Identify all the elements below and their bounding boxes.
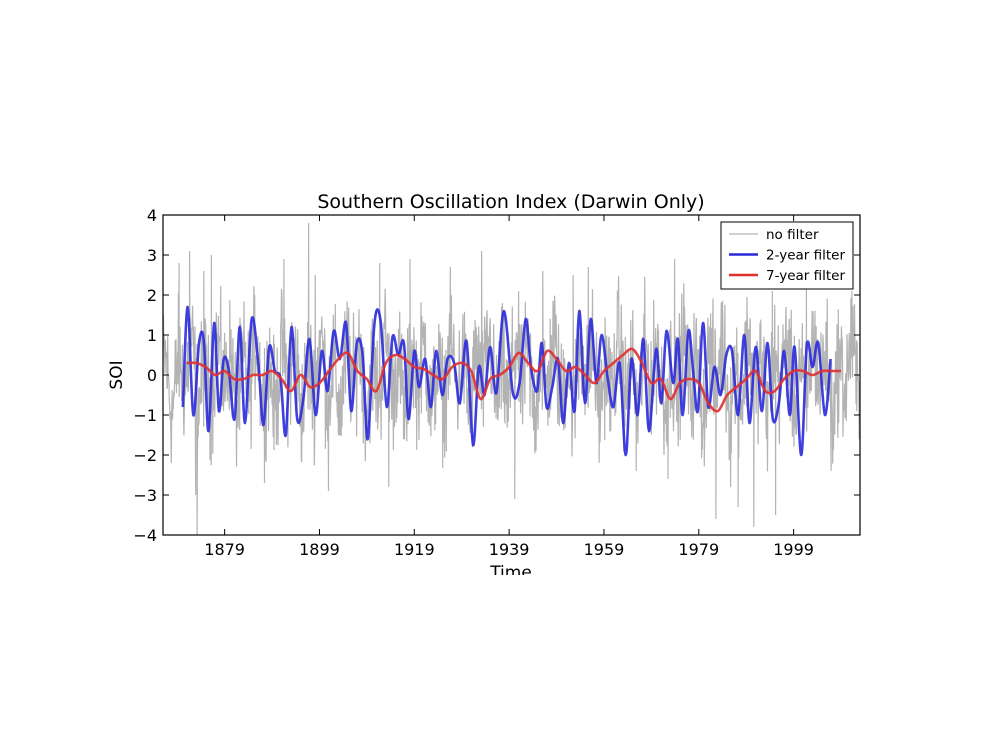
chart-title: Southern Oscillation Index (Darwin Only) bbox=[317, 191, 704, 213]
y-tick-label: 0 bbox=[147, 366, 157, 385]
x-tick-label: 1899 bbox=[299, 540, 340, 559]
legend-label: 2-year filter bbox=[766, 248, 845, 264]
x-tick-label: 1979 bbox=[678, 540, 719, 559]
y-tick-label: 1 bbox=[147, 326, 157, 345]
x-axis: 1879 1899 1919 1939 1959 1979 1999 bbox=[204, 215, 814, 559]
x-tick-label: 1919 bbox=[394, 540, 435, 559]
legend: no filter 2-year filter 7-year filter bbox=[720, 221, 854, 290]
y-tick-label: 2 bbox=[147, 286, 157, 305]
y-tick-label: −1 bbox=[133, 406, 157, 425]
y-tick-label: 4 bbox=[147, 206, 157, 225]
y-axis-title: SOI bbox=[107, 360, 127, 389]
y-tick-label: −4 bbox=[133, 526, 157, 545]
x-tick-label: 1939 bbox=[489, 540, 530, 559]
y-tick-label: 3 bbox=[147, 246, 157, 265]
series-layer bbox=[163, 222, 860, 535]
x-tick-label: 1999 bbox=[773, 540, 814, 559]
legend-label: no filter bbox=[766, 227, 819, 243]
y-axis: −4 −3 −2 −1 0 1 2 3 4 bbox=[133, 206, 860, 545]
bottom-crop bbox=[0, 575, 1000, 750]
x-tick-label: 1879 bbox=[204, 540, 245, 559]
x-tick-label: 1959 bbox=[584, 540, 625, 559]
y-tick-label: −3 bbox=[133, 486, 157, 505]
series-no-filter bbox=[163, 222, 860, 535]
y-tick-label: −2 bbox=[133, 446, 157, 465]
legend-label: 7-year filter bbox=[766, 268, 845, 284]
series-7-year-filter bbox=[186, 347, 841, 413]
